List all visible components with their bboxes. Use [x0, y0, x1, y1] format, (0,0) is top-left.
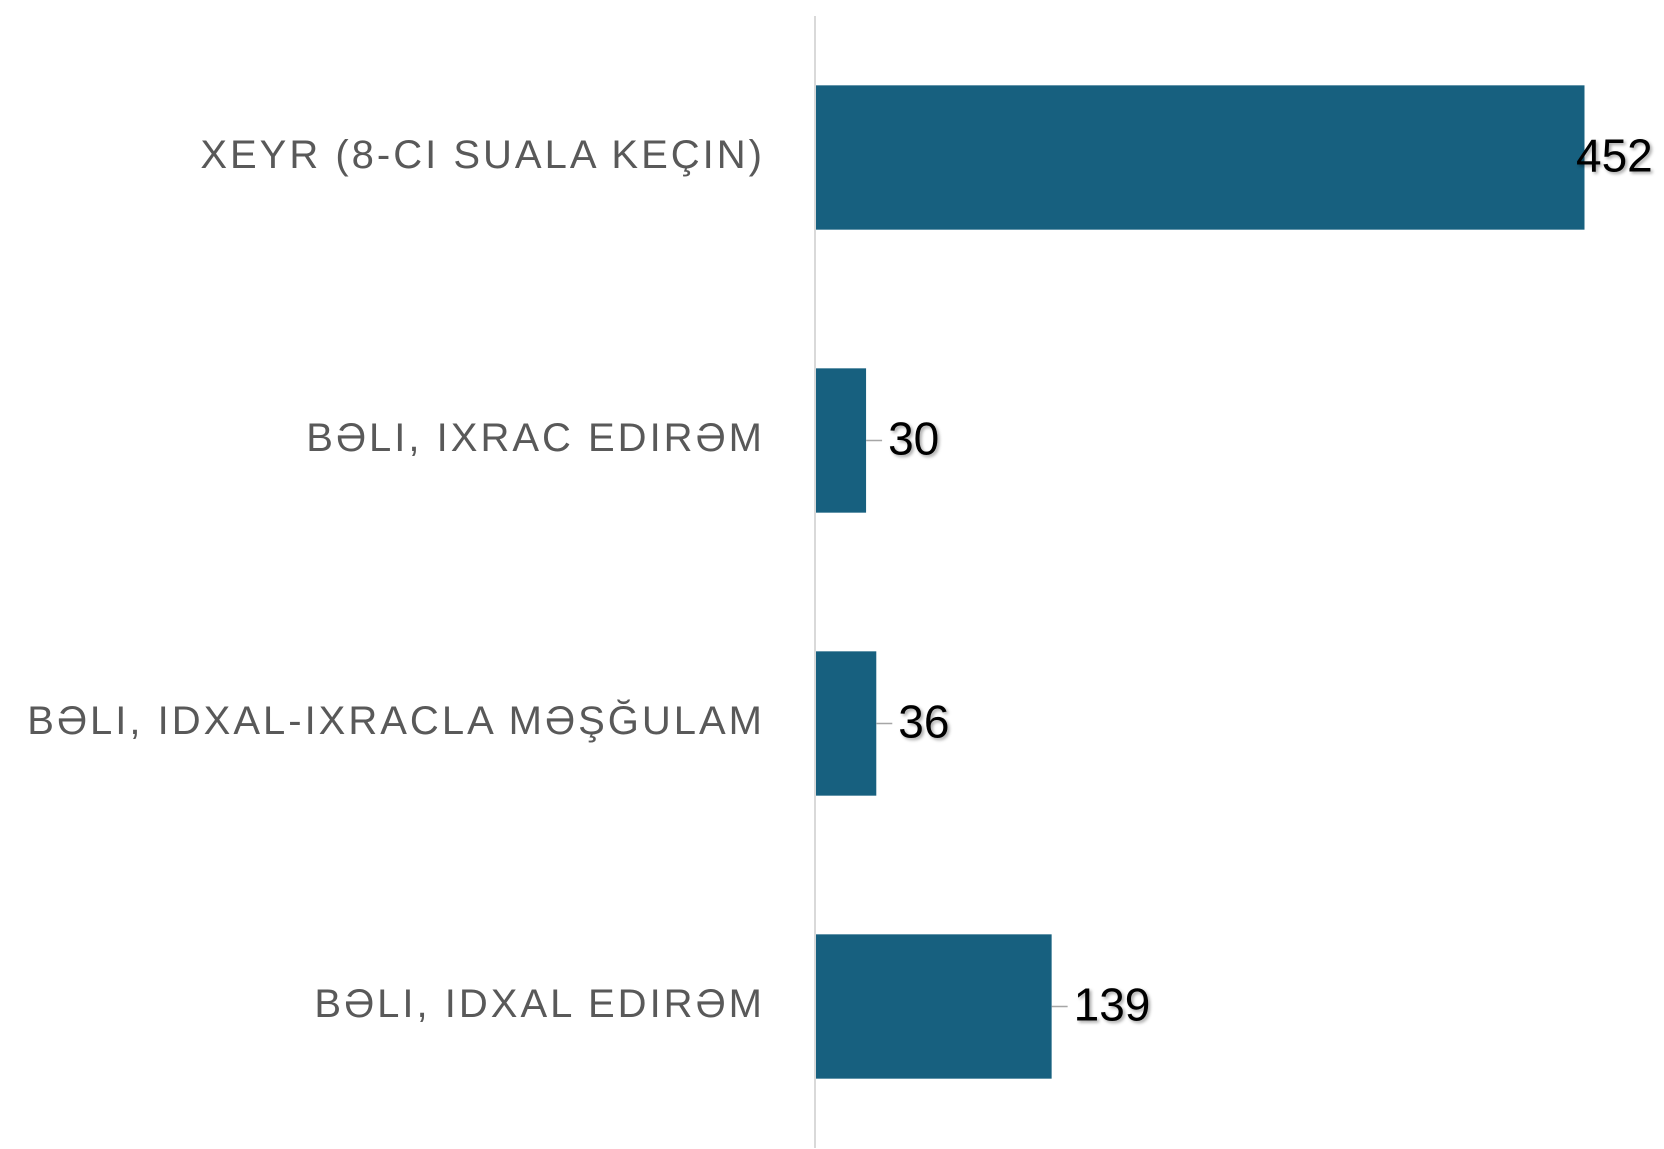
value-label: 30 — [888, 413, 939, 465]
y-tick-label: XEYR (8-CI SUALA KEÇIN) — [200, 133, 765, 177]
bar — [815, 651, 877, 796]
y-tick-label: BƏLI, IXRAC EDIRƏM — [306, 416, 765, 460]
value-label: 139 — [1074, 979, 1151, 1031]
bar — [815, 85, 1585, 230]
value-label: 36 — [898, 696, 949, 748]
bar — [815, 934, 1052, 1079]
value-label: 452 — [1576, 130, 1653, 182]
y-tick-label: BƏLI, IDXAL EDIRƏM — [314, 982, 765, 1026]
y-tick-label: BƏLI, IDXAL-IXRACLA MƏŞĞULAM — [27, 698, 765, 743]
bar — [815, 368, 867, 513]
